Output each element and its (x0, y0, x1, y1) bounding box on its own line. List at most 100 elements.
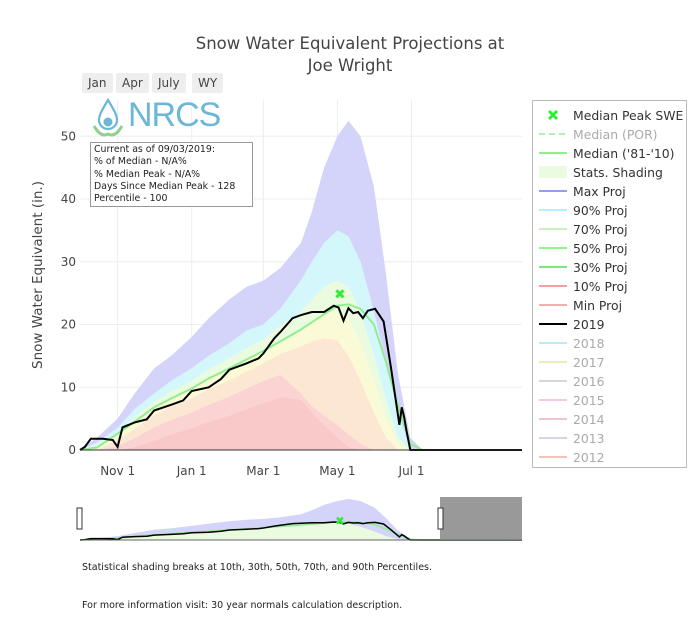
legend-label: Median Peak SWE (573, 108, 684, 123)
range-button-jan[interactable]: Jan (82, 73, 113, 93)
legend-symbol (539, 342, 567, 344)
legend-item[interactable]: Min Proj (533, 296, 686, 315)
legend-item[interactable]: 30% Proj (533, 258, 686, 277)
legend-symbol (539, 266, 567, 268)
legend-symbol (539, 437, 567, 439)
axes: 0 10 20 30 40 50 Nov 1 Jan 1 Mar 1 May 1 Jul 1 Snow… (30, 129, 522, 478)
range-button-wy[interactable]: WY (192, 73, 224, 93)
legend-symbol (539, 285, 567, 287)
max-projection-band (80, 120, 522, 450)
legend-symbol (539, 456, 567, 458)
legend-symbol (539, 247, 567, 249)
legend-label: 2014 (573, 412, 605, 427)
legend-label: Stats. Shading (573, 165, 663, 180)
p50-projection-band (80, 312, 522, 450)
y-axis-label: Snow Water Equivalent (in.) (30, 181, 46, 369)
x-tick-label: Nov 1 (100, 464, 135, 478)
legend-label: Median (POR) (573, 127, 658, 142)
legend-symbol (539, 323, 567, 325)
navigator-median-line (79, 521, 522, 541)
y-tick-label: 10 (61, 380, 76, 394)
legend-item[interactable]: Stats. Shading (533, 163, 686, 182)
min-projection-band (80, 396, 522, 450)
legend-item[interactable]: 2016 (533, 372, 686, 391)
legend-label: 10% Proj (573, 279, 628, 294)
legend-label: 2019 (573, 317, 605, 332)
legend-item[interactable]: 50% Proj (533, 239, 686, 258)
legend-item[interactable]: 90% Proj (533, 201, 686, 220)
legend-symbol (539, 166, 567, 178)
legend-label: 2015 (573, 393, 605, 408)
x-tick-label: Mar 1 (246, 464, 280, 478)
infobox-line: % of Median - N/A% (94, 156, 187, 168)
legend-item[interactable]: 2019 (533, 315, 686, 334)
legend-symbol (539, 361, 567, 363)
range-navigator[interactable] (76, 497, 522, 541)
legend-label: 2016 (573, 374, 605, 389)
legend-item[interactable]: 2015 (533, 391, 686, 410)
median-8110-line (79, 303, 522, 451)
x-tick-label: Jan 1 (176, 464, 207, 478)
range-button-apr[interactable]: Apr (116, 73, 149, 93)
wy2019-line (79, 304, 522, 451)
legend-symbol (539, 228, 567, 230)
navigator-left-handle[interactable] (76, 507, 83, 530)
infobox-line: Days Since Median Peak - 128 (94, 180, 236, 192)
y-tick-label: 20 (61, 318, 76, 332)
y-tick-label: 30 (61, 255, 76, 269)
legend-item[interactable]: 2018 (533, 334, 686, 353)
legend-label: 2012 (573, 450, 605, 465)
chart-title-line2: Joe Wright (307, 56, 393, 75)
legend-symbol (539, 133, 567, 135)
legend-symbol (539, 190, 567, 192)
x-tick-label: Jul 1 (398, 464, 425, 478)
legend-label: Min Proj (573, 298, 623, 313)
legend-label: 70% Proj (573, 222, 628, 237)
logo-text: NRCS (128, 96, 221, 134)
water-drop-icon (92, 98, 124, 137)
legend-symbol (539, 418, 567, 420)
p30-projection-band (80, 338, 522, 450)
legend-label: 90% Proj (573, 203, 628, 218)
infobox-line: Current as of 09/03/2019: (94, 144, 216, 155)
navigator-wy2019-line (79, 521, 522, 541)
infobox-line: % Median Peak - N/A% (94, 168, 201, 180)
info-footnote[interactable]: For more information visit: 30 year norm… (82, 600, 403, 611)
legend-item[interactable]: 2017 (533, 353, 686, 372)
median-peak-marker (335, 289, 345, 299)
navigator-mask (440, 497, 522, 540)
nrcs-logo: NRCS (90, 96, 221, 138)
navigator-max-band (80, 499, 522, 540)
legend-symbol (539, 209, 567, 211)
legend-label: Median ('81-'10) (573, 146, 675, 161)
y-tick-label: 50 (61, 129, 76, 143)
legend-label: 50% Proj (573, 241, 628, 256)
legend-label: 2018 (573, 336, 605, 351)
x-tick-label: May 1 (319, 464, 355, 478)
legend-item[interactable]: 70% Proj (533, 220, 686, 239)
legend-item[interactable]: Median Peak SWE (533, 106, 686, 125)
shading-footnote: Statistical shading breaks at 10th, 30th… (82, 562, 433, 573)
legend-item[interactable]: 2013 (533, 429, 686, 448)
legend-item[interactable]: Median (POR) (533, 125, 686, 144)
legend-symbol (547, 109, 559, 121)
legend-item[interactable]: 10% Proj (533, 277, 686, 296)
legend-label: 2017 (573, 355, 605, 370)
legend-item[interactable]: 2012 (533, 448, 686, 467)
legend-item[interactable]: Median ('81-'10) (533, 144, 686, 163)
infobox-line: Percentile - 100 (94, 193, 168, 205)
navigator-peak-marker (335, 516, 344, 525)
chart-legend: Median Peak SWE Median (POR) Median ('81-'… (532, 100, 687, 468)
legend-symbol (539, 380, 567, 382)
y-tick-label: 40 (61, 192, 76, 206)
legend-item[interactable]: Max Proj (533, 182, 686, 201)
range-button-july[interactable]: July (152, 73, 186, 93)
legend-label: 30% Proj (573, 260, 628, 275)
legend-symbol (539, 304, 567, 306)
current-status-box: Current as of 09/03/2019: % of Median - … (90, 142, 253, 208)
navigator-right-handle[interactable] (437, 507, 444, 530)
series-lines (79, 289, 522, 451)
y-tick-label: 0 (68, 443, 76, 457)
legend-item[interactable]: 2014 (533, 410, 686, 429)
